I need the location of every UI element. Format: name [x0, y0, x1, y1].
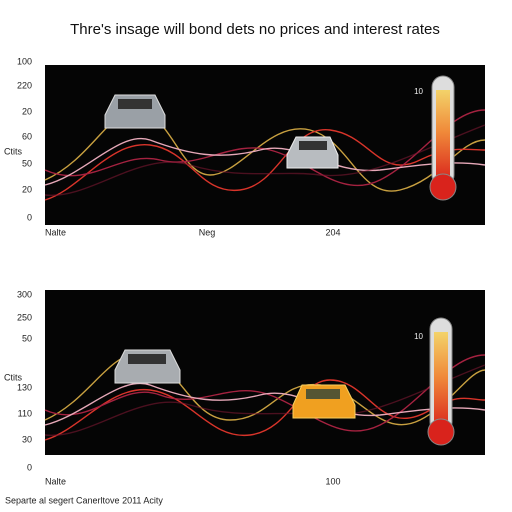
y-tick-label: 20 [22, 106, 32, 116]
x-tick-label: Neg [199, 227, 216, 237]
footer: Separte al segert Canerltove 2011 Acity [5, 495, 163, 505]
curves [44, 354, 486, 441]
thermometer-label: 10 [414, 87, 423, 96]
x-tick-label: 100 [325, 476, 340, 486]
y-tick-label: 220 [17, 80, 32, 90]
x-tick-label: 204 [325, 227, 340, 237]
y-tick-label: 60 [22, 131, 32, 141]
thermometer: 10 [414, 317, 455, 446]
y-axis-label: Ctits [4, 372, 23, 382]
title: Thre's insage will bond dets no prices a… [70, 21, 440, 38]
y-tick-label: 20 [22, 184, 32, 194]
panel: 10 [44, 65, 486, 225]
y-tick-label: 100 [17, 56, 32, 66]
y-tick-label: 110 [18, 408, 32, 418]
y-tick-label: 0 [27, 462, 32, 472]
y-tick-label: 0 [27, 212, 32, 222]
y-tick-label: 300 [17, 289, 32, 299]
thermometer-label: 10 [414, 332, 423, 341]
x-tick-label: Nalte [45, 476, 66, 486]
y-tick-label: 250 [17, 312, 32, 322]
x-tick-label: Nalte [45, 227, 66, 237]
y-axis-label: Ctits [4, 146, 23, 156]
y-tick-label: 50 [22, 333, 32, 343]
car-icon [292, 384, 356, 419]
thermometer: 10 [414, 75, 457, 201]
car-icon [286, 136, 339, 169]
car-icon [114, 349, 181, 384]
y-tick-label: 130 [17, 382, 32, 392]
car-icon [104, 94, 166, 129]
y-tick-label: 50 [22, 158, 32, 168]
panel: 10 [44, 290, 486, 455]
y-tick-label: 30 [22, 434, 32, 444]
